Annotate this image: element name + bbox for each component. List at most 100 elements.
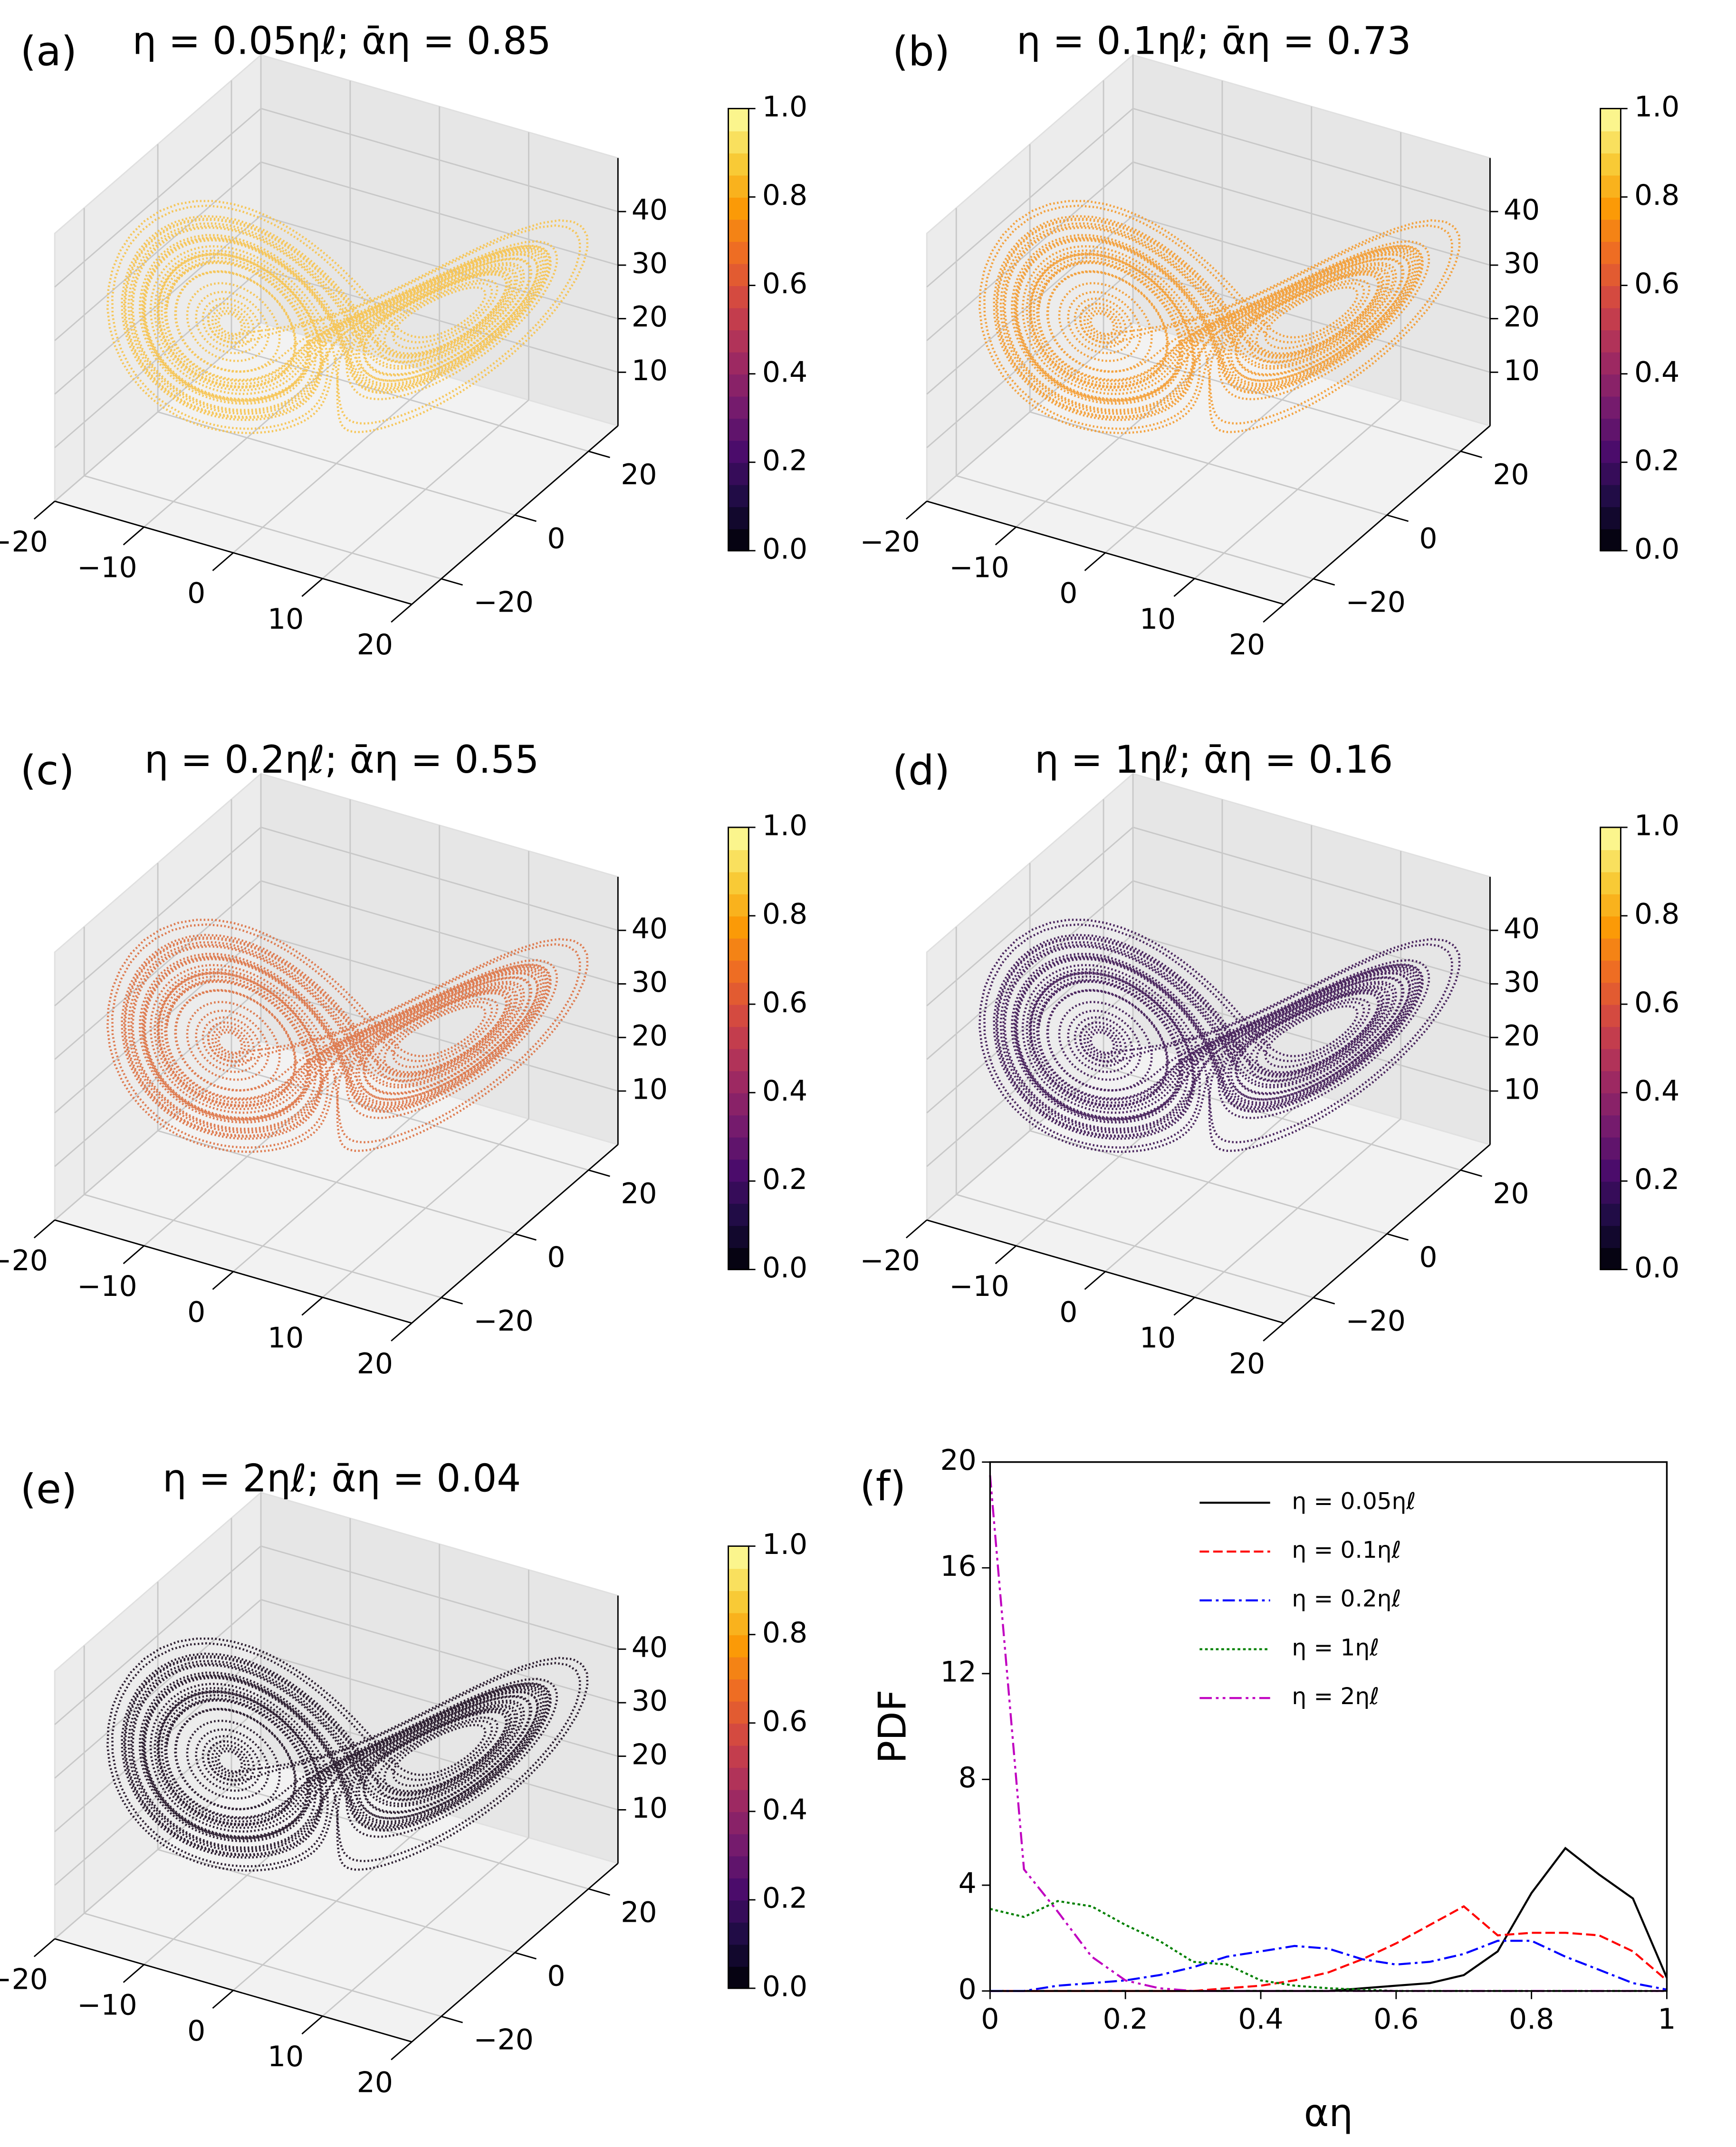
grid-line (54, 1545, 261, 1725)
colorbar-band (1600, 153, 1621, 176)
colorbar-band (1600, 1004, 1621, 1027)
panel-label: (c) (20, 747, 75, 794)
x-tick-label: 10 (268, 603, 304, 636)
colorbar-band (728, 1855, 749, 1879)
tick-mark (515, 1952, 537, 1960)
grid-line (54, 1599, 261, 1779)
panel-label: (d) (892, 747, 950, 794)
colorbar-band (728, 982, 749, 1005)
colorbar-band (728, 307, 749, 331)
colorbar-tick-label: 0.8 (1634, 898, 1679, 931)
axis-line (54, 500, 412, 605)
x-tick-label: 10 (268, 1322, 304, 1355)
colorbar-band (728, 1225, 749, 1248)
x-tick-label: −20 (0, 1244, 48, 1277)
colorbar-tick-label: 0.6 (1634, 267, 1679, 300)
z-tick-label: 40 (632, 912, 668, 945)
colorbar-band (728, 1833, 749, 1857)
legend-label: η = 2ηℓ (1292, 1683, 1379, 1710)
colorbar-band (728, 1657, 749, 1680)
y-tick-label: −20 (473, 2023, 533, 2057)
axis-line (1283, 1144, 1491, 1324)
z-tick-label: 30 (1504, 966, 1540, 999)
z-tick-label: 30 (632, 966, 668, 999)
legend-label: η = 1ηℓ (1292, 1634, 1379, 1661)
grid-line (260, 1599, 618, 1704)
colorbar-band (728, 1247, 749, 1270)
colorbar-band (728, 1745, 749, 1768)
grid-line (84, 475, 441, 580)
axis-line (411, 1144, 619, 1324)
colorbar-band (728, 197, 749, 220)
colorbar-band (728, 1767, 749, 1790)
colorbar-frame (1600, 826, 1621, 1270)
colorbar-band (728, 108, 749, 132)
x-tick-label: 20 (1229, 628, 1265, 661)
colorbar-band (1600, 1070, 1621, 1093)
colorbar-band (1600, 1026, 1621, 1049)
tick-mark (905, 1219, 928, 1238)
colorbar-tick-label: 0.0 (1634, 1251, 1679, 1284)
colorbar-band (728, 440, 749, 463)
grid-line (84, 1912, 441, 2017)
axes-frame (989, 1461, 1668, 1992)
y-tick-label: 0 (547, 1241, 565, 1274)
tick-mark (1387, 1233, 1409, 1241)
tick-mark (1173, 1296, 1195, 1316)
colorbar-tick-label: 0.8 (762, 1616, 807, 1649)
colorbar-tick-label: 0.0 (762, 1251, 807, 1284)
colorbar-band (1600, 374, 1621, 397)
colorbar-band (728, 1634, 749, 1658)
colorbar-band (1600, 484, 1621, 508)
grid-line (1029, 411, 1387, 516)
y-tick-label: −20 (1345, 1304, 1405, 1338)
grid-line (926, 826, 1133, 1006)
tick-mark (391, 604, 412, 623)
grid-line (54, 880, 261, 1060)
attractor (106, 200, 589, 434)
series-line (989, 1900, 1667, 1992)
colorbar-band (1600, 528, 1621, 552)
series-line (990, 1905, 1668, 1992)
colorbar-band (728, 1701, 749, 1724)
colorbar-band (1600, 219, 1621, 242)
z-tick-label: 10 (632, 1792, 668, 1825)
tick-mark (995, 1245, 1017, 1265)
y-axis-label: PDF (871, 1689, 915, 1764)
y-tick-label: 20 (940, 1444, 977, 1477)
grid-line (54, 826, 261, 1006)
grid-line (1132, 161, 1490, 266)
grid-line (260, 107, 618, 212)
tick-mark (588, 450, 610, 459)
colorbar-band (1600, 1159, 1621, 1182)
axis-line (1283, 425, 1491, 605)
grid-line (157, 1130, 515, 1235)
colorbar-band (728, 1070, 749, 1093)
colorbar-band (728, 827, 749, 850)
y-tick-label: 0 (547, 1960, 565, 1993)
colorbar-band (1600, 418, 1621, 441)
colorbar-band (728, 1678, 749, 1702)
colorbar-tick-label: 0.4 (762, 1793, 807, 1826)
z-tick-label: 40 (632, 193, 668, 227)
grid-line (1132, 880, 1490, 985)
colorbar-band (728, 960, 749, 983)
z-tick-label: 40 (1504, 193, 1540, 227)
colorbar-tick-label: 0.0 (762, 1970, 807, 2003)
colorbar-band (728, 1590, 749, 1613)
panel-label: (e) (20, 1466, 77, 1513)
colorbar-band (1600, 1181, 1621, 1204)
colorbar-tick-label: 1.0 (762, 90, 807, 124)
colorbar-band (728, 1568, 749, 1591)
axis-line (411, 425, 619, 605)
tick-mark (123, 526, 144, 546)
colorbar-band (728, 1203, 749, 1226)
colorbar-band (1600, 938, 1621, 961)
legend-label: η = 0.2ηℓ (1292, 1586, 1401, 1612)
series-line (990, 1847, 1668, 1992)
x-tick-label: −20 (0, 1963, 48, 1996)
y-tick-label: 8 (959, 1761, 977, 1794)
legend-label: η = 0.05ηℓ (1292, 1488, 1416, 1514)
colorbar-band (1600, 307, 1621, 331)
z-tick-label: 30 (632, 247, 668, 280)
